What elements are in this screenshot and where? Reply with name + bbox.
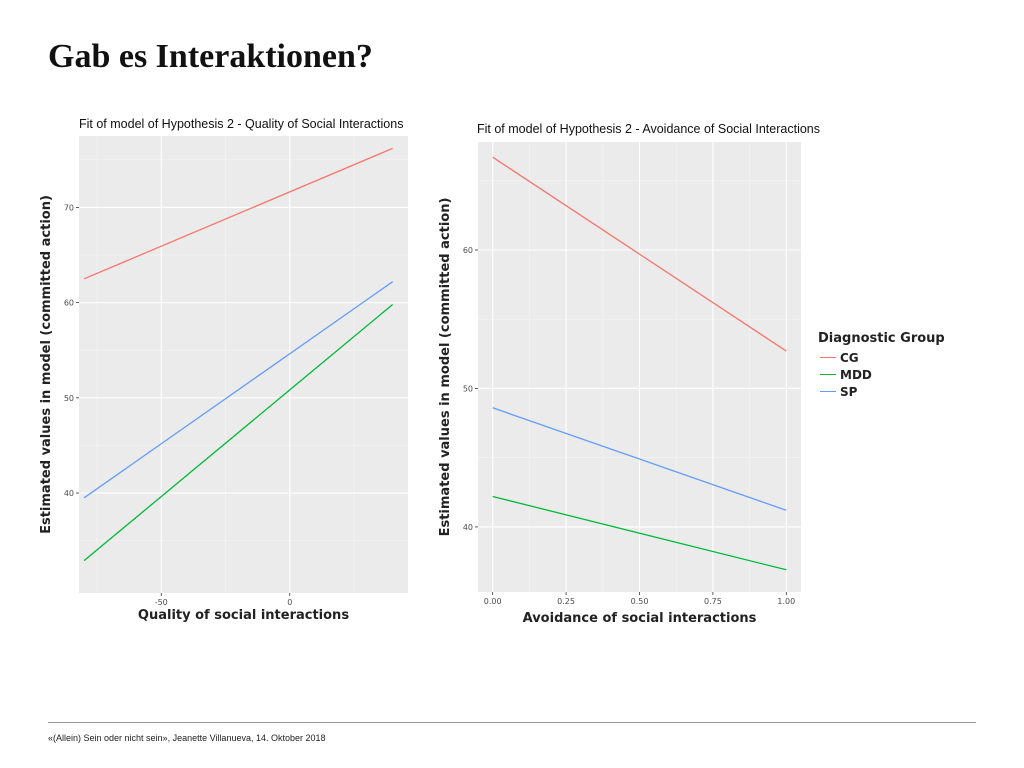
y-axis-label: Estimated values in model (committed act… xyxy=(438,198,453,537)
y-tick-label: 50 xyxy=(463,384,473,393)
y-tick-label: 40 xyxy=(64,489,74,498)
x-tick-label: 0.25 xyxy=(557,597,575,606)
x-axis-label: Avoidance of social interactions xyxy=(523,611,757,626)
footer-text: «(Allein) Sein oder nicht sein», Jeanett… xyxy=(48,733,326,743)
legend-key-mdd xyxy=(820,374,836,375)
chart-1: -50 0 40 50 60 70 Quality of social interactio… xyxy=(39,136,408,623)
x-axis-label: Quality of social interactions xyxy=(138,608,349,623)
series-line-mdd xyxy=(492,495,787,571)
legend-title: Diagnostic Group xyxy=(818,331,945,346)
legend-label-sp: SP xyxy=(840,384,858,399)
legend-item-mdd: MDD xyxy=(818,366,945,383)
slide-title: Gab es Interaktionen? xyxy=(48,38,373,75)
x-tick-label: -50 xyxy=(155,598,168,607)
legend-key-sp xyxy=(820,391,836,392)
y-tick-label: 60 xyxy=(64,299,74,308)
y-axis-label: Estimated values in model (committed act… xyxy=(39,195,54,534)
y-tick-label: 40 xyxy=(463,523,473,532)
x-tick-label: 0.75 xyxy=(704,597,722,606)
chart-1-title: Fit of model of Hypothesis 2 - Quality o… xyxy=(79,117,404,131)
legend-label-mdd: MDD xyxy=(840,367,872,382)
series-line-sp xyxy=(492,407,787,511)
legend-item-sp: SP xyxy=(818,383,945,400)
legend-key-cg xyxy=(820,357,836,358)
series-line-sp xyxy=(83,281,393,499)
x-tick-label: 1.00 xyxy=(777,597,795,606)
footer-divider xyxy=(48,722,976,723)
y-tick-label: 70 xyxy=(64,203,74,212)
series-line-cg xyxy=(492,156,787,352)
legend-label-cg: CG xyxy=(840,350,859,365)
legend: Diagnostic Group CG MDD SP xyxy=(818,331,945,400)
chart-2: 0.00 0.25 0.50 0.75 1.00 40 50 60 Avoidance of s… xyxy=(438,142,801,626)
legend-item-cg: CG xyxy=(818,349,945,366)
x-tick-label: 0 xyxy=(287,598,292,607)
x-tick-label: 0.00 xyxy=(484,597,502,606)
series-line-cg xyxy=(83,147,393,280)
y-tick-label: 60 xyxy=(463,246,473,255)
chart-2-title: Fit of model of Hypothesis 2 - Avoidance… xyxy=(477,122,821,136)
y-tick-label: 50 xyxy=(64,394,74,403)
x-tick-label: 0.50 xyxy=(631,597,649,606)
plot-panel xyxy=(79,136,408,593)
series-line-mdd xyxy=(83,303,394,562)
